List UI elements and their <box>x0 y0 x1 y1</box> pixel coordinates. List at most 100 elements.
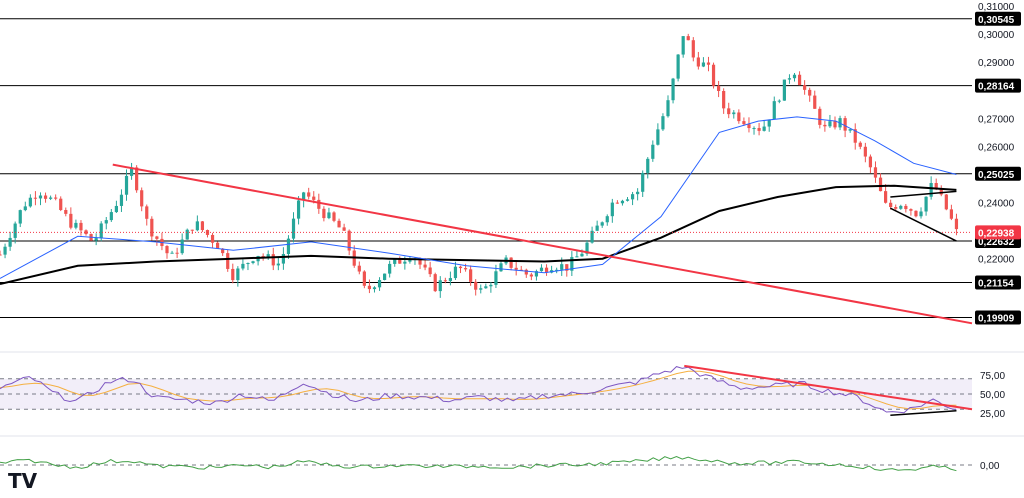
candle-body <box>438 280 442 292</box>
ma-short-line <box>0 116 957 279</box>
candle-body <box>858 142 862 147</box>
candle-body <box>878 177 883 192</box>
candle-body <box>296 200 301 219</box>
candle-body <box>28 197 32 207</box>
wedge-trendline <box>890 190 957 198</box>
candle-body <box>64 209 68 214</box>
candle-body <box>772 101 776 120</box>
candle-body <box>372 287 377 290</box>
rsi-tick-label: 25,00 <box>980 409 1005 420</box>
candle-body <box>499 263 503 272</box>
candle-body <box>114 205 118 213</box>
candle-body <box>8 237 12 247</box>
level-tag <box>975 78 1021 93</box>
candle-body <box>732 112 736 115</box>
candle-body <box>792 74 797 79</box>
candle-body <box>377 279 382 288</box>
candle-body <box>74 222 78 228</box>
candle-body <box>362 271 366 286</box>
candle-body <box>782 79 786 101</box>
candle-body <box>843 118 847 131</box>
candle-body <box>585 242 589 254</box>
level-tag-label: 0,25025 <box>978 170 1015 181</box>
candle-body <box>49 197 53 199</box>
candle-body <box>276 263 280 266</box>
candle-body <box>762 126 766 131</box>
candle-body <box>565 264 569 271</box>
candle-body <box>691 40 695 58</box>
candle-body <box>317 199 321 209</box>
candle-body <box>291 218 296 239</box>
rsi-tick-label: 50,00 <box>980 390 1005 401</box>
candle-body <box>302 192 306 201</box>
candle-body <box>210 234 215 243</box>
candle-body <box>767 119 771 127</box>
candle-body <box>544 267 549 273</box>
candle-body <box>884 191 888 203</box>
candle-body <box>170 252 174 254</box>
candle-body <box>135 167 139 191</box>
candle-body <box>722 90 726 109</box>
candle-body <box>347 230 351 251</box>
candle-body <box>236 268 240 281</box>
candle-body <box>651 144 655 159</box>
candle-body <box>357 265 361 272</box>
candle-body <box>433 274 437 292</box>
candle-body <box>124 175 129 195</box>
candle-body <box>185 229 189 240</box>
candle-body <box>555 269 559 271</box>
candle-body <box>84 230 88 235</box>
candle-body <box>625 199 630 201</box>
candle-body <box>327 212 331 219</box>
candle-body <box>934 183 938 190</box>
candle-body <box>757 128 761 131</box>
candle-body <box>944 194 948 210</box>
candle-body <box>904 205 908 210</box>
candle-body <box>954 218 959 230</box>
candle-body <box>889 202 893 208</box>
price-tick-label: 0,30000 <box>978 30 1015 41</box>
candle-body <box>94 238 98 241</box>
candle-body <box>580 253 584 257</box>
candle-body <box>216 242 220 249</box>
wedge-trendline <box>890 207 957 242</box>
candle-body <box>469 269 473 282</box>
candle-body <box>742 121 746 125</box>
candle-body <box>423 264 427 268</box>
candle-body <box>833 121 837 128</box>
candle-body <box>418 258 422 265</box>
candle-body <box>0 254 2 256</box>
candle-body <box>524 269 528 275</box>
candle-body <box>474 281 478 290</box>
candle-body <box>570 257 574 271</box>
candle-body <box>271 254 275 266</box>
level-tag <box>975 275 1021 290</box>
rsi-pane <box>0 364 973 417</box>
rsi-trendlines <box>684 364 973 417</box>
candle-body <box>54 197 58 199</box>
candle-body <box>307 192 311 197</box>
candle-body <box>246 263 250 265</box>
candle-body <box>534 271 539 277</box>
candle-body <box>610 202 614 217</box>
candle-body <box>828 121 832 127</box>
candle-body <box>630 194 635 200</box>
oscillator-axis: 0,00 <box>980 461 1000 472</box>
candle-body <box>398 259 402 264</box>
candle-body <box>560 264 564 270</box>
candle-body <box>590 230 594 243</box>
candle-body <box>18 210 22 224</box>
candle-body <box>408 259 412 262</box>
candle-body <box>939 189 943 195</box>
candle-body <box>666 100 670 117</box>
candle-body <box>33 197 38 199</box>
candle-body <box>59 198 63 210</box>
candle-body <box>388 263 392 274</box>
level-tag-label: 0,21154 <box>978 278 1014 289</box>
candle-body <box>494 271 498 285</box>
candle-body <box>656 129 660 145</box>
level-tag-label: 0,22632 <box>978 237 1015 248</box>
price-tick-label: 0,27000 <box>978 114 1015 125</box>
